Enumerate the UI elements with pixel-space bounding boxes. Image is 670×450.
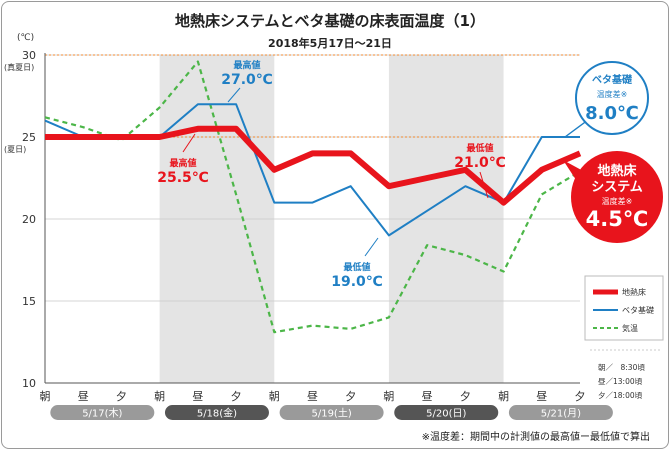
- callout-chinetsu-sub: 温度差※: [602, 196, 633, 206]
- reference-label: (真夏日): [4, 62, 34, 72]
- callout-chinetsu-circle: [571, 151, 663, 243]
- callout-chinetsu-title: 地熱床: [597, 163, 637, 179]
- x-tick-label: 昼: [78, 390, 89, 403]
- annotation-blue-min-leader: [364, 237, 379, 257]
- x-tick-label: 昼: [536, 390, 547, 403]
- x-tick-label: 朝: [154, 390, 165, 403]
- x-tick-label: 昼: [192, 390, 203, 403]
- callout-beta-title: ベタ基礎: [592, 73, 633, 86]
- day-pill: [164, 405, 269, 420]
- x-tick-label: 夕: [116, 390, 127, 403]
- chart-subtitle: 2018年5月17日〜21日: [268, 36, 392, 50]
- annotation-red-min-leader: [479, 171, 489, 199]
- annotation-blue-max-leader: [227, 87, 241, 103]
- legend-label: 地熱床: [622, 287, 646, 297]
- x-tick-label: 朝: [269, 390, 280, 403]
- callout-beta-sub: 温度差※: [597, 89, 628, 99]
- x-tick-label: 昼: [307, 390, 318, 403]
- day-label: 5/17(木): [82, 408, 122, 420]
- annotation-blue-min-label: 最低値: [343, 261, 370, 273]
- y-tick-label: 15: [22, 295, 36, 308]
- annotation-red-max-leader: [182, 133, 196, 153]
- footnote: ※温度差：期間中の計測値の最高値ー最低値で算出: [422, 430, 650, 443]
- chart-title: 地熱床システムとベタ基礎の床表面温度（1）: [175, 12, 485, 30]
- y-tick-label: 30: [22, 49, 36, 62]
- time-legend-item: 夕／18:00頃: [598, 390, 643, 400]
- y-unit-label: (℃): [17, 33, 34, 43]
- y-tick-label: 10: [22, 377, 36, 390]
- x-tick-label: 夕: [345, 390, 356, 403]
- annotation-blue-max-label: 最高値: [233, 59, 260, 71]
- x-tick-label: 朝: [40, 390, 51, 403]
- y-tick-label: 25: [22, 131, 36, 144]
- day-label: 5/21(月): [541, 408, 581, 420]
- callout-beta-value: 8.0℃: [585, 103, 639, 124]
- x-tick-label: 夕: [460, 390, 471, 403]
- y-tick-label: 20: [22, 213, 36, 226]
- legend-label: ベタ基礎: [622, 305, 654, 315]
- annotation-blue-min-value: 19.0℃: [331, 274, 383, 290]
- x-tick-label: 夕: [231, 390, 242, 403]
- time-legend-item: 朝／ 8:30頃: [598, 363, 645, 372]
- annotation-red-min-label: 最低値: [466, 142, 493, 154]
- x-tick-label: 昼: [422, 390, 433, 403]
- annotation-red-min-value: 21.0℃: [454, 155, 506, 171]
- legend-label: 気温: [622, 323, 638, 333]
- callout-beta-circle: [575, 61, 649, 135]
- day-pill: [394, 405, 499, 420]
- x-tick-label: 夕: [575, 390, 586, 403]
- reference-label: (夏日): [4, 145, 26, 154]
- day-label: 5/19(土): [311, 407, 351, 420]
- x-tick-label: 朝: [498, 390, 509, 403]
- series-line-chinetsu: [45, 125, 582, 206]
- annotation-red-max-label: 最高値: [169, 157, 196, 169]
- callout-chinetsu-value: 4.5℃: [586, 207, 649, 231]
- plot-area: (℃) 10 15 20 25 30(真夏日) (夏日) 朝 昼 夕 朝 昼 夕 朝 昼 夕 朝 昼 夕 朝 昼 夕 5/1…: [4, 33, 664, 443]
- time-legend-item: 昼／13:00頃: [598, 377, 643, 386]
- day-pill: [50, 405, 155, 420]
- day-label: 5/20(日): [426, 409, 466, 420]
- day-pill: [279, 405, 384, 420]
- x-tick-label: 朝: [383, 390, 394, 403]
- annotation-red-max-value: 25.5℃: [157, 170, 209, 186]
- day-pill: [508, 405, 613, 420]
- legend-box: [584, 275, 664, 341]
- annotation-blue-max-value: 27.0℃: [221, 72, 273, 88]
- callout-chinetsu-title2: システム: [591, 180, 643, 195]
- day-label: 5/18(金): [197, 407, 237, 420]
